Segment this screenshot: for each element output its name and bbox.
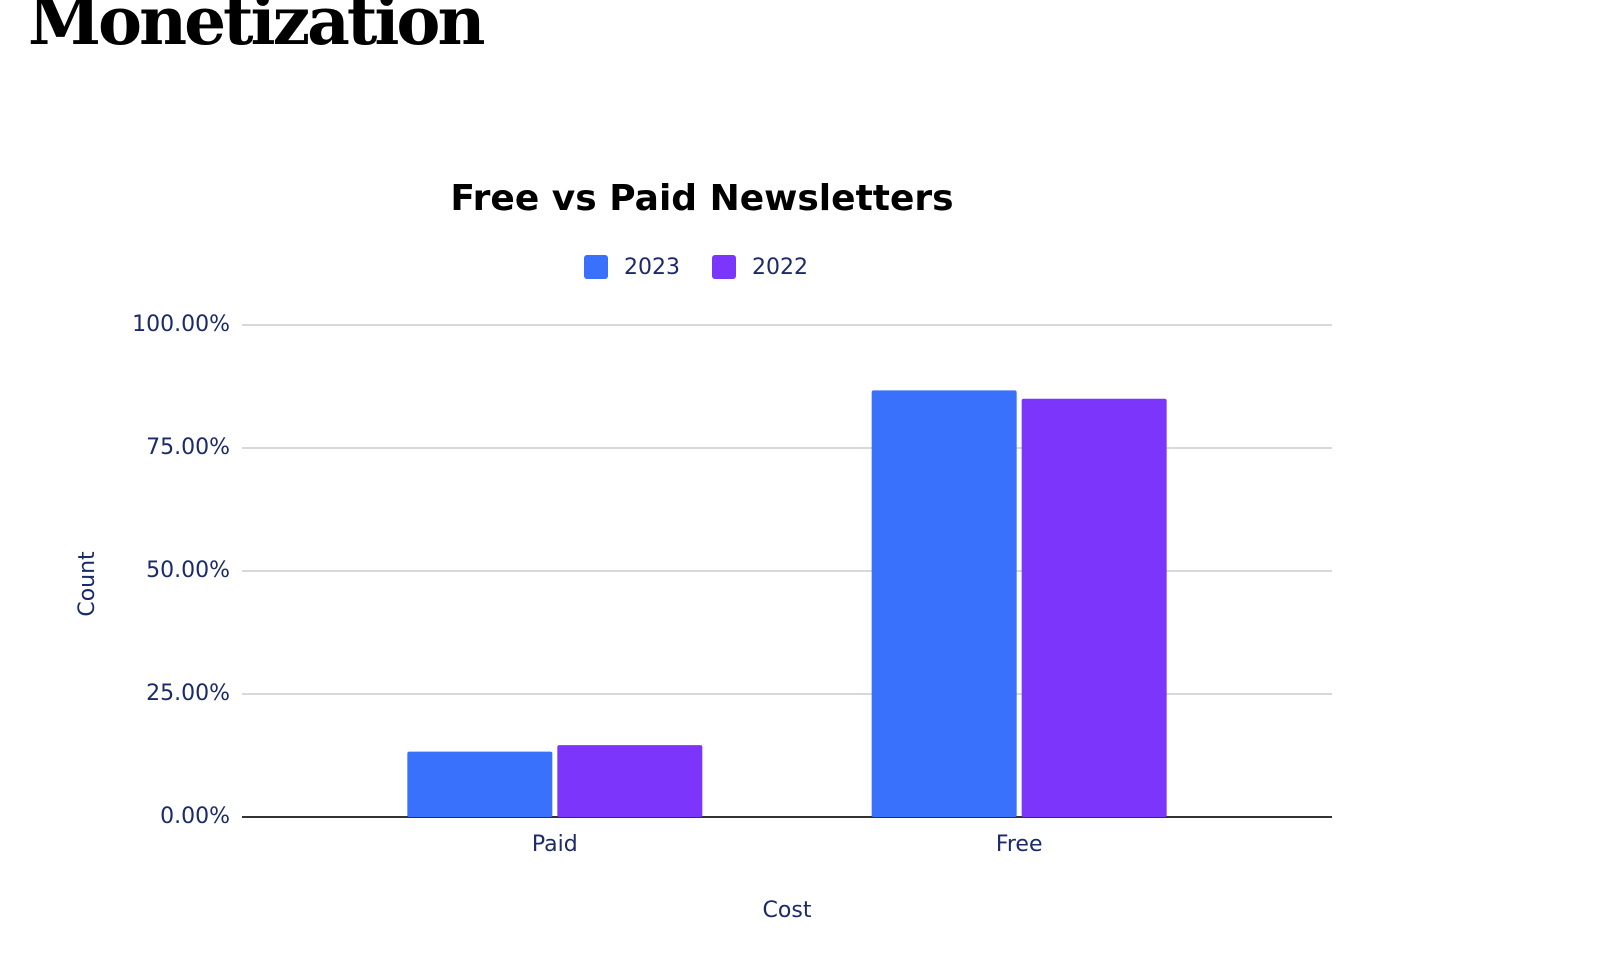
y-tick-label: 100.00% bbox=[132, 312, 230, 337]
y-tick-label: 25.00% bbox=[146, 681, 230, 706]
y-tick-label: 75.00% bbox=[146, 435, 230, 460]
legend-label: 2023 bbox=[624, 255, 680, 280]
bar bbox=[1021, 398, 1167, 817]
chart-title: Free vs Paid Newsletters bbox=[450, 178, 953, 219]
legend-label: 2022 bbox=[752, 255, 808, 280]
bar bbox=[407, 751, 553, 817]
y-axis-title: Count bbox=[75, 551, 100, 617]
x-tick-label: Paid bbox=[532, 832, 578, 857]
bar bbox=[557, 745, 703, 817]
bar bbox=[871, 390, 1017, 817]
x-tick-label: Free bbox=[996, 832, 1043, 857]
page-title: Monetization bbox=[28, 0, 485, 60]
y-tick-label: 0.00% bbox=[160, 804, 230, 829]
legend-swatch bbox=[584, 255, 608, 279]
y-tick-label: 50.00% bbox=[146, 558, 230, 583]
x-axis-title: Cost bbox=[763, 898, 812, 923]
legend-swatch bbox=[712, 255, 736, 279]
